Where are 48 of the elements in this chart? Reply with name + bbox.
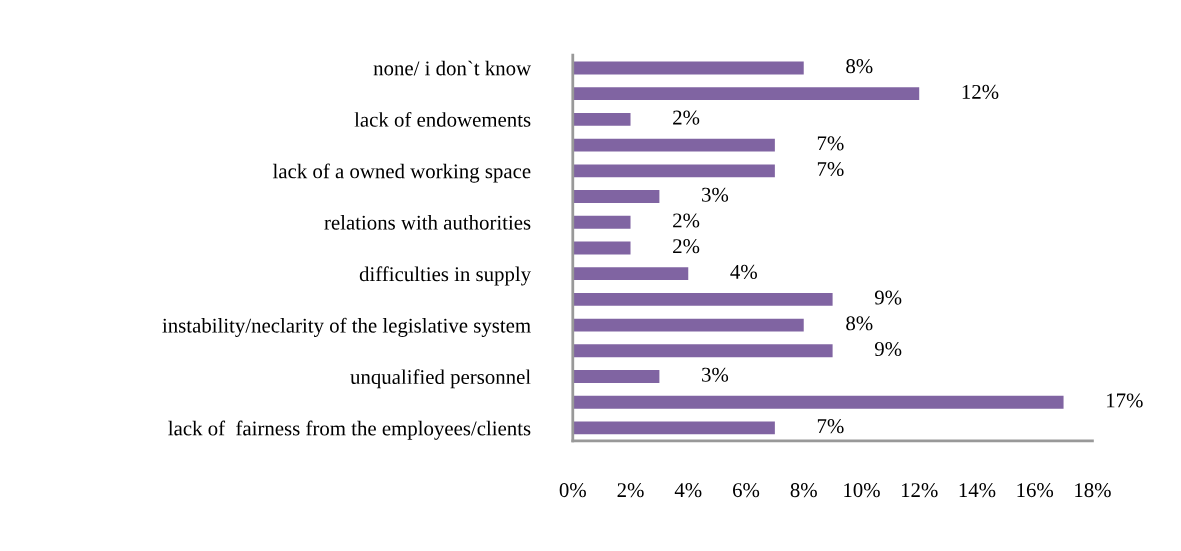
data-label: 7% (817, 161, 844, 177)
x-tick-label: 8% (790, 483, 817, 498)
y-tick-label: lack of endowements (354, 111, 531, 127)
bar (572, 267, 689, 281)
data-label: 3% (702, 367, 729, 382)
x-tick-label: 12% (901, 483, 938, 498)
bar (572, 215, 631, 229)
bar (572, 190, 660, 203)
bar (572, 241, 631, 255)
data-label: 2% (673, 239, 700, 254)
x-tick-label: 6% (733, 483, 760, 498)
bar (572, 138, 775, 152)
bar (572, 318, 804, 332)
y-tick-label: difficulties in supply (359, 266, 532, 286)
bar (572, 395, 1064, 409)
data-label: 3% (702, 187, 729, 202)
data-label: 12% (962, 84, 999, 99)
bar (572, 370, 660, 383)
x-tick-label: 16% (1017, 483, 1054, 498)
x-tick-label: 14% (959, 483, 996, 498)
data-label: 8% (846, 59, 873, 74)
y-tick-label: instability/neclarity of the legislative system (162, 317, 531, 337)
y-tick-label: relations with authorities (324, 215, 531, 230)
data-label: 7% (817, 136, 844, 151)
bar (572, 292, 833, 306)
data-label: 17% (1107, 393, 1143, 408)
x-tick-label: 18% (1075, 483, 1111, 498)
bar (572, 344, 833, 358)
data-label: 9% (874, 290, 902, 305)
y-tick-label: lack of a owned working space (272, 163, 531, 183)
bar (572, 112, 631, 126)
y-tick-label: none/ i don`t know (373, 60, 532, 76)
data-label: 9% (874, 341, 902, 357)
data-label: 2% (673, 213, 700, 228)
data-label: 2% (673, 110, 700, 125)
bar (572, 87, 920, 101)
x-tick-label: 2% (617, 483, 644, 498)
bar (572, 421, 775, 435)
data-label: 8% (846, 316, 873, 331)
bar (572, 164, 775, 178)
data-label: 4% (730, 264, 757, 279)
y-tick-label: lack of fairness from the employees/clients (168, 420, 531, 440)
x-tick-label: 0% (559, 483, 586, 498)
x-tick-label: 10% (844, 483, 880, 498)
y-tick-label: unqualified personnel (350, 369, 531, 389)
data-label: 7% (817, 419, 844, 434)
bar (572, 61, 804, 75)
x-tick-label: 4% (674, 483, 702, 498)
